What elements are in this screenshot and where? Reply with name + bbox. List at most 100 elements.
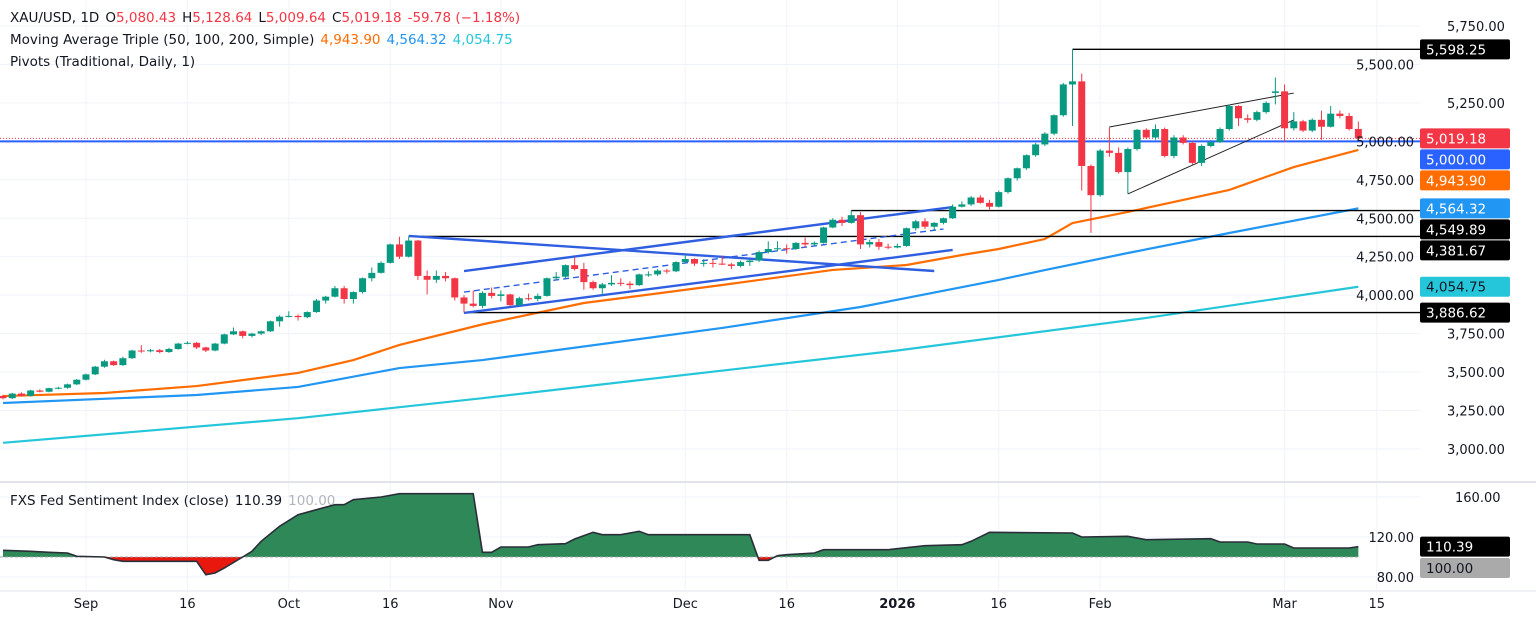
candle-body: [202, 347, 210, 351]
sentiment-area-negative: [3, 557, 1359, 575]
sentiment-value-tag: 110.39: [1420, 536, 1510, 557]
change-value: -59.78 (−1.18%): [407, 10, 521, 26]
trendline-descending[interactable]: [408, 234, 935, 273]
candle: [432, 270, 440, 283]
candle-body: [847, 215, 855, 223]
sentiment-title[interactable]: FXS Fed Sentiment Index (close): [10, 493, 229, 509]
candle: [54, 386, 62, 390]
sentiment-line: [2, 492, 1359, 576]
candle-body: [220, 334, 228, 344]
candle: [709, 259, 717, 268]
candle: [1032, 142, 1040, 157]
tag-background: [1420, 302, 1510, 323]
candle-body: [1078, 81, 1086, 166]
candle-body: [1059, 84, 1067, 116]
candle-body: [1013, 168, 1021, 179]
candle: [377, 261, 385, 274]
candle: [128, 349, 136, 359]
tag-text: 5,598.25: [1426, 42, 1486, 58]
close-label: C: [332, 10, 342, 26]
candle-body: [1115, 152, 1123, 173]
candle: [110, 360, 118, 366]
candle: [1198, 144, 1206, 166]
candle-body: [1327, 113, 1335, 127]
tag-background: [1420, 39, 1510, 60]
candle: [1041, 132, 1049, 146]
time-axis-label: 15: [1369, 597, 1386, 612]
candle: [1170, 135, 1178, 159]
candle: [515, 296, 523, 306]
candle-body: [515, 298, 523, 306]
candle: [64, 383, 72, 389]
candle-body: [580, 269, 588, 283]
pivots-legend: Pivots (Traditional, Daily, 1): [10, 54, 201, 70]
candle-body: [1207, 142, 1215, 146]
ohlc-legend: XAU/USD, 1D O5,080.43 H5,128.64 L5,009.64 C5…: [10, 10, 526, 26]
candle-body: [54, 387, 62, 389]
open-label: O: [105, 10, 116, 26]
candle-body: [820, 227, 828, 243]
candle-body: [958, 204, 966, 207]
candle: [285, 311, 293, 318]
candle: [1142, 128, 1150, 140]
candle: [746, 259, 754, 266]
candle-body: [1069, 81, 1077, 85]
candle-body: [1105, 150, 1113, 153]
candle-body: [635, 274, 643, 286]
candle: [783, 244, 791, 254]
candle: [0, 394, 7, 400]
candle: [810, 241, 818, 246]
candle-body: [100, 361, 108, 367]
candle: [202, 346, 210, 353]
candle-body: [183, 342, 191, 344]
candle: [1161, 127, 1169, 158]
trendline-wedge-upper[interactable]: [1109, 92, 1294, 128]
candle-body: [1317, 119, 1325, 127]
candle: [266, 320, 274, 333]
ma-legend: Moving Average Triple (50, 100, 200, Sim…: [10, 32, 519, 48]
candle-body: [792, 242, 800, 250]
symbol-label[interactable]: XAU/USD, 1D: [10, 10, 100, 26]
candle: [1271, 77, 1279, 105]
low-label: L: [258, 10, 266, 26]
tag-background: [1420, 198, 1510, 219]
candle-body: [1179, 137, 1187, 143]
candle-body: [700, 262, 708, 264]
trendline-channel-lower[interactable]: [463, 248, 953, 315]
ma50-value: 4,943.90: [320, 32, 381, 48]
candle: [1336, 110, 1344, 119]
candle: [303, 311, 311, 319]
ma-title[interactable]: Moving Average Triple (50, 100, 200, Sim…: [10, 32, 315, 48]
price-axis-label: 4,750.00: [1356, 174, 1414, 189]
price-axis[interactable]: 5,750.00 5,500.00 5,250.00 5,000.00 4,750.00…: [1356, 20, 1505, 586]
candle-body: [128, 350, 136, 359]
candle-body: [856, 215, 864, 245]
trendline-wedge-lower[interactable]: [1127, 119, 1295, 195]
candle-body: [672, 262, 680, 272]
candle: [580, 262, 588, 290]
tag-text: 4,381.67: [1426, 243, 1486, 259]
pivots-title[interactable]: Pivots (Traditional, Daily, 1): [10, 54, 196, 70]
candle: [1050, 114, 1058, 136]
candle: [91, 365, 99, 376]
candle: [294, 314, 302, 321]
candle-body: [737, 262, 745, 266]
candle: [423, 270, 431, 295]
trendline-channel-upper[interactable]: [463, 205, 953, 273]
price-axis-label: 5,500.00: [1356, 58, 1414, 73]
time-axis-label: Feb: [1089, 597, 1112, 612]
candle: [1188, 141, 1196, 165]
candle: [875, 239, 883, 250]
candle-body: [939, 218, 947, 223]
candle: [700, 259, 708, 267]
candle-body: [73, 379, 81, 385]
price-axis-label: 3,750.00: [1447, 328, 1505, 343]
candle-body: [995, 192, 1003, 207]
candle-body: [691, 259, 698, 264]
candle: [1124, 147, 1132, 194]
candle: [820, 226, 828, 244]
candle-body: [322, 296, 330, 301]
tag-background: [1420, 558, 1510, 578]
time-axis-label: 16: [990, 597, 1007, 612]
